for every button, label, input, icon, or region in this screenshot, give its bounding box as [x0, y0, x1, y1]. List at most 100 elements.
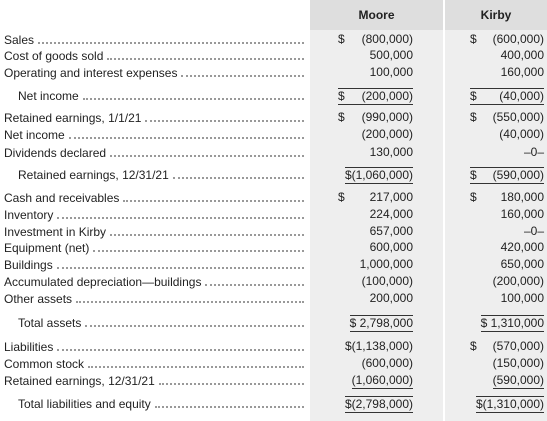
dot-leader [145, 110, 304, 122]
value: (40,000) [499, 127, 544, 142]
dot-leader [172, 167, 304, 179]
amount: 217,000 [369, 190, 413, 204]
value: $217,000 [338, 190, 413, 205]
label-text: Dividends declared [4, 146, 107, 160]
dot-leader [205, 274, 304, 286]
row-label: Net income [18, 88, 304, 104]
amount: (600,000) [361, 356, 413, 370]
value-cell: $(1,310,000) [445, 396, 547, 413]
amount: 420,000 [500, 240, 544, 254]
value: (150,000) [493, 356, 544, 371]
amount: (1,060,000) [351, 373, 413, 387]
value-cell: $ (990,000) [310, 110, 443, 126]
table-row: Dividends declared 130,000 –0– [0, 145, 547, 161]
table-row: Total liabilities and equity $(2,798,000)… [0, 396, 547, 413]
value: 130,000 [370, 145, 413, 160]
dot-leader [57, 207, 304, 219]
value: $ 1,310,000 [480, 315, 544, 332]
currency-sign: $ [470, 32, 477, 46]
value: 650,000 [501, 257, 544, 272]
amount: 650,000 [500, 257, 544, 271]
column-header: Kirby [445, 0, 547, 30]
value: $ 2,798,000 [349, 315, 413, 332]
amount: 657,000 [369, 224, 413, 238]
value: 160,000 [501, 65, 544, 80]
table-row: Cost of goods sold 500,000 400,000 [0, 48, 547, 64]
row-label: Common stock [4, 356, 304, 372]
column-header: Moore [310, 0, 443, 30]
amount: 600,000 [369, 240, 413, 254]
table-row: Accumulated depreciation—buildings (100,0… [0, 274, 547, 290]
value-cell: 420,000 [445, 240, 547, 256]
dot-leader [76, 291, 304, 303]
label-text: Total assets [18, 316, 82, 330]
value-cell: $(1,060,000) [310, 167, 443, 184]
currency-sign: $ [338, 89, 345, 103]
amount: 224,000 [369, 207, 413, 221]
value-cell: 100,000 [445, 291, 547, 307]
label-text: Equipment (net) [4, 241, 90, 255]
table-row: Investment in Kirby 657,000 –0– [0, 224, 547, 240]
value-cell: 200,000 [310, 291, 443, 307]
value: $(1,138,000) [345, 339, 413, 354]
dot-leader [107, 48, 304, 60]
currency-sign: $ [338, 110, 345, 124]
value-cell: $ (550,000) [445, 110, 547, 126]
amount: (100,000) [361, 274, 413, 288]
value: $ (200,000) [338, 88, 413, 105]
amount: 100,000 [500, 291, 544, 305]
amount: 400,000 [500, 48, 544, 62]
dot-leader [56, 257, 304, 269]
value-cell: 130,000 [310, 145, 443, 161]
amount: 160,000 [500, 207, 544, 221]
value-cell: 160,000 [445, 207, 547, 223]
currency-sign: $ [338, 190, 345, 204]
label-text: Other assets [4, 292, 73, 306]
dot-leader [93, 240, 304, 252]
label-text: Cost of goods sold [4, 49, 104, 63]
label-text: Net income [18, 89, 79, 103]
currency-sign: $ [338, 32, 345, 46]
value: (590,000) [492, 373, 544, 389]
amount: (200,000) [361, 127, 413, 141]
dot-leader [123, 190, 304, 202]
row-label: Other assets [4, 291, 304, 307]
amount: 200,000 [369, 291, 413, 305]
amount: 1,000,000 [359, 257, 413, 271]
value-cell: 160,000 [445, 65, 547, 81]
row-label: Retained earnings, 12/31/21 [18, 167, 304, 183]
amount: (590,000) [492, 168, 544, 182]
value-cell: $ 1,310,000 [445, 315, 547, 332]
label-text: Accumulated depreciation—buildings [4, 275, 202, 289]
dot-leader [57, 339, 304, 351]
label-text: Liabilities [4, 340, 54, 354]
value-cell: 224,000 [310, 207, 443, 223]
column-bg [445, 0, 547, 421]
table-row: Retained earnings, 1/1/21 $ (990,000) $ (550… [0, 110, 547, 126]
value: (600,000) [362, 356, 413, 371]
value-cell: 600,000 [310, 240, 443, 256]
value: (200,000) [362, 127, 413, 142]
row-label: Operating and interest expenses [4, 65, 304, 81]
dot-leader [154, 396, 304, 408]
dot-leader [181, 65, 304, 77]
amount: 500,000 [369, 48, 413, 62]
amount: (570,000) [492, 339, 544, 353]
value-cell: (40,000) [445, 127, 547, 143]
amount: (40,000) [499, 127, 544, 141]
row-label: Retained earnings, 12/31/21 [4, 373, 304, 389]
value-cell: $ (590,000) [445, 167, 547, 184]
label-text: Retained earnings, 1/1/21 [4, 111, 142, 125]
value: (100,000) [362, 274, 413, 289]
row-label: Dividends declared [4, 145, 304, 161]
label-text: Net income [4, 128, 65, 142]
value: (200,000) [493, 274, 544, 289]
dot-leader [110, 224, 304, 236]
label-text: Inventory [4, 208, 54, 222]
value-cell: (590,000) [445, 373, 547, 389]
row-label: Retained earnings, 1/1/21 [4, 110, 304, 126]
value: 1,000,000 [360, 257, 413, 272]
value-cell: $(1,138,000) [310, 339, 443, 355]
label-text: Retained earnings, 12/31/21 [18, 168, 169, 182]
